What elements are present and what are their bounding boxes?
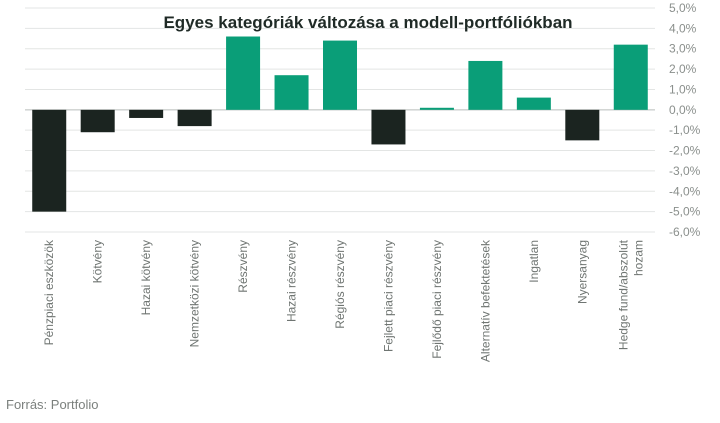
x-tick-label-line: Nemzetközi kötvény — [188, 240, 202, 347]
x-tick-label: Fejlődő piaci részvény — [430, 240, 444, 359]
x-tick-label: Hazai kötvény — [139, 240, 153, 315]
x-tick-label-line: Hazai részvény — [285, 240, 299, 322]
x-tick-label: Nyersanyag — [575, 240, 589, 304]
x-tick-label-line: Hazai kötvény — [139, 240, 153, 315]
y-tick-label: 5,0% — [669, 1, 697, 15]
y-tick-label: -1,0% — [669, 123, 701, 137]
x-tick-label-line: Hedge fund/abszolút — [616, 239, 630, 350]
y-tick-label: 4,0% — [669, 21, 697, 35]
bar — [419, 107, 454, 110]
bar — [371, 109, 406, 145]
x-tick-label: Pénzpiaci eszközök — [42, 239, 56, 345]
chart-title: Egyes kategóriák változása a modell-port… — [163, 13, 572, 32]
y-tick-label: -5,0% — [669, 205, 701, 219]
bar — [80, 109, 115, 133]
x-tick-label: Alternatív befektetések — [478, 239, 492, 362]
x-tick-label-line: Kötvény — [91, 240, 105, 283]
x-tick-label: Ingatlan — [527, 240, 541, 283]
x-tick-label: Régiós részvény — [333, 240, 347, 329]
x-tick-label-line: Fejlődő piaci részvény — [430, 240, 444, 359]
x-tick-label: Részvény — [236, 240, 250, 293]
bar — [129, 109, 164, 118]
x-tick-label: Hedge fund/abszolút hozam — [616, 239, 645, 350]
x-tick-label: Kötvény — [91, 240, 105, 283]
source-note: Forrás: Portfolio — [6, 397, 99, 412]
x-tick-label-line: Ingatlan — [527, 240, 541, 283]
bar — [565, 109, 600, 141]
bar — [516, 97, 551, 110]
bar — [177, 109, 212, 127]
y-tick-label: 0,0% — [669, 103, 697, 117]
x-tick-label-line: Pénzpiaci eszközök — [42, 239, 56, 345]
bar — [613, 44, 648, 110]
x-tick-label-line: Nyersanyag — [575, 240, 589, 304]
y-tick-label: 3,0% — [669, 42, 697, 56]
x-tick-label: Hazai részvény — [285, 240, 299, 322]
bar — [468, 60, 503, 110]
x-tick-label: Nemzetközi kötvény — [188, 240, 202, 347]
x-axis: Pénzpiaci eszközök Kötvény Hazai kötvény Ne… — [42, 239, 645, 362]
x-tick-label: Fejlett piaci részvény — [381, 240, 395, 352]
bar — [274, 75, 309, 110]
bar — [226, 36, 261, 110]
x-tick-label-line: Fejlett piaci részvény — [381, 240, 395, 352]
y-tick-label: -2,0% — [669, 144, 701, 158]
y-tick-label: 2,0% — [669, 62, 697, 76]
y-tick-label: -3,0% — [669, 164, 701, 178]
bars — [32, 36, 648, 212]
bar — [32, 109, 67, 212]
y-tick-label: 1,0% — [669, 82, 697, 96]
y-axis: 5,0% 4,0% 3,0% 2,0% 1,0% 0,0% -1,0% -2,0% -3,0% -… — [669, 1, 701, 239]
y-tick-label: -4,0% — [669, 184, 701, 198]
x-tick-label-line: Régiós részvény — [333, 240, 347, 329]
x-tick-label-line: Alternatív befektetések — [478, 239, 492, 362]
x-tick-label-line: hozam — [631, 240, 645, 276]
y-tick-label: -6,0% — [669, 225, 701, 239]
bar — [323, 40, 357, 110]
x-tick-label-line: Részvény — [236, 240, 250, 293]
